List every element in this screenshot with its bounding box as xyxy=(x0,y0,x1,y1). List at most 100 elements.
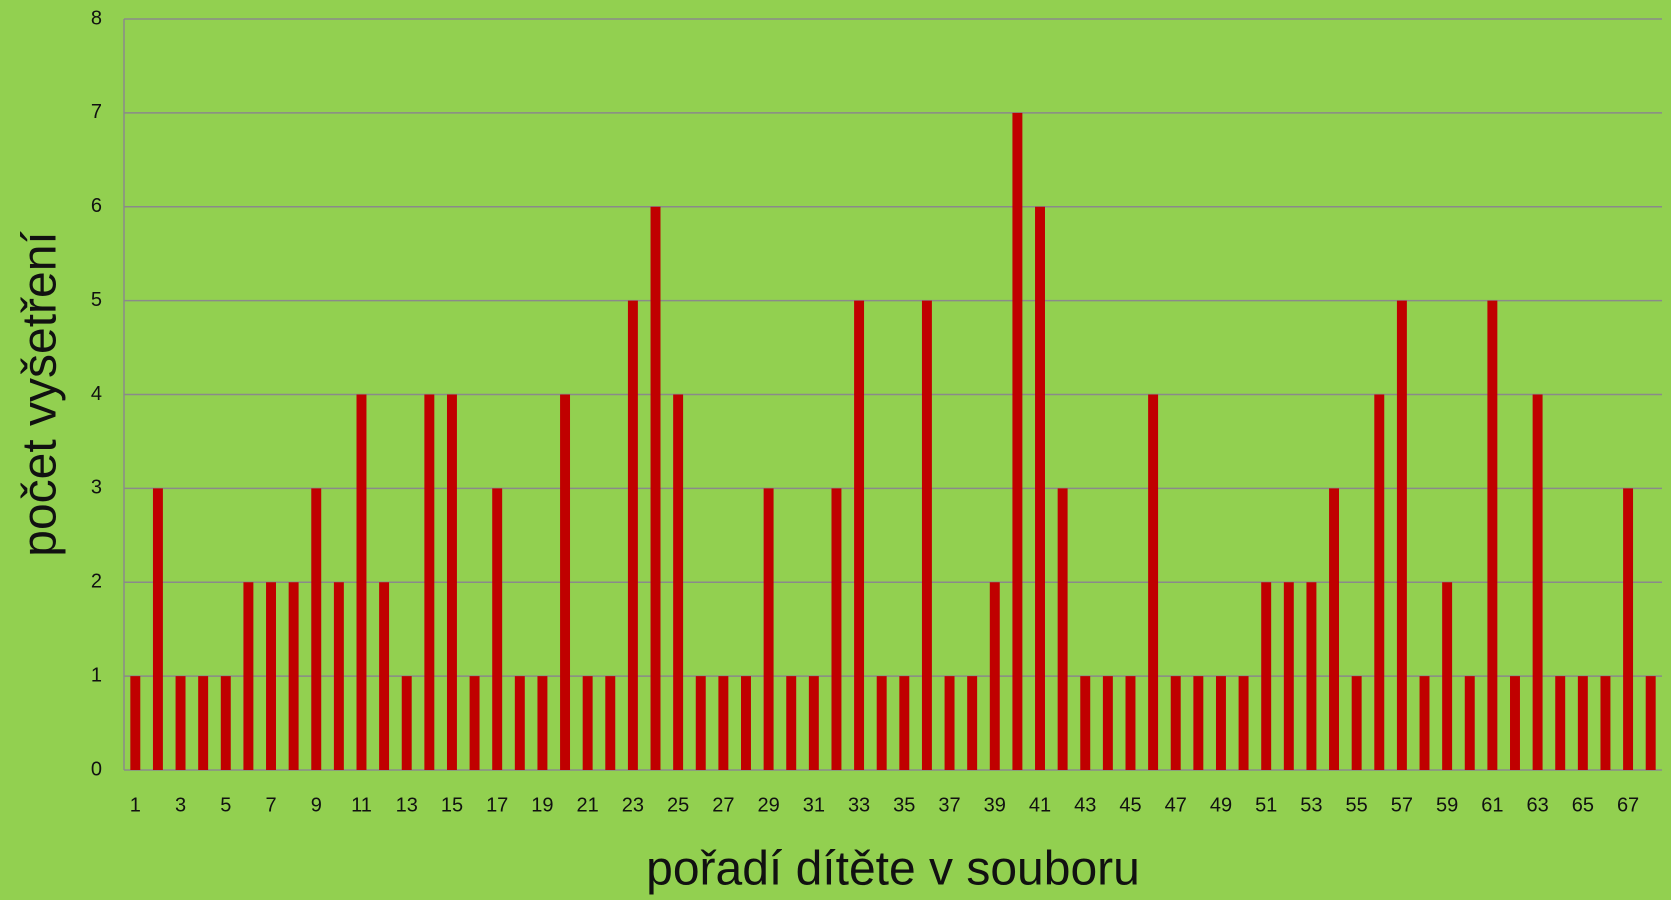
x-tick-label: 17 xyxy=(486,794,508,816)
bar xyxy=(854,300,865,770)
bar xyxy=(808,676,819,770)
bar xyxy=(1012,112,1023,770)
bar xyxy=(831,488,842,770)
x-tick-label: 27 xyxy=(712,794,734,816)
bar xyxy=(1283,582,1294,770)
y-tick-label: 3 xyxy=(91,477,102,499)
bar xyxy=(1238,676,1249,770)
bar xyxy=(514,676,525,770)
bar xyxy=(627,300,638,770)
bar xyxy=(1148,394,1159,770)
bar xyxy=(1623,488,1634,770)
y-tick-label: 8 xyxy=(91,7,102,29)
bar xyxy=(288,582,299,770)
bar xyxy=(1510,676,1520,770)
x-tick-label: 33 xyxy=(848,794,870,816)
x-tick-label: 21 xyxy=(577,794,599,816)
x-tick-label: 41 xyxy=(1029,794,1051,816)
x-tick-label: 25 xyxy=(667,794,689,816)
x-tick-label: 23 xyxy=(622,794,644,816)
bar xyxy=(152,488,163,770)
bar xyxy=(1464,676,1475,770)
bar xyxy=(175,676,186,770)
bar xyxy=(130,676,141,770)
y-tick-label: 4 xyxy=(91,383,102,405)
bar xyxy=(1396,300,1407,770)
x-tick-label: 29 xyxy=(757,794,779,816)
bar xyxy=(1215,676,1226,770)
bar xyxy=(1193,676,1204,770)
x-tick-label: 63 xyxy=(1526,794,1548,816)
x-tick-label: 53 xyxy=(1300,794,1322,816)
bar xyxy=(1329,488,1340,770)
bar xyxy=(673,394,684,770)
bar xyxy=(220,676,231,770)
bar xyxy=(741,676,751,770)
x-tick-label: 55 xyxy=(1346,794,1368,816)
x-tick-label: 61 xyxy=(1481,794,1503,816)
x-tick-label: 3 xyxy=(175,794,186,816)
x-tick-label: 67 xyxy=(1617,794,1639,816)
y-tick-label: 5 xyxy=(91,289,102,311)
y-tick-label: 7 xyxy=(91,101,102,123)
bar xyxy=(560,394,571,770)
bar xyxy=(1080,676,1091,770)
bar xyxy=(944,676,955,770)
bar xyxy=(1419,676,1430,770)
bar xyxy=(1532,394,1543,770)
x-tick-label: 65 xyxy=(1572,794,1594,816)
bar xyxy=(718,676,729,770)
x-tick-label: 13 xyxy=(396,794,418,816)
bar xyxy=(1374,394,1385,770)
x-tick-label: 1 xyxy=(130,794,141,816)
x-tick-label: 5 xyxy=(220,794,231,816)
bar xyxy=(492,488,503,770)
bar xyxy=(989,582,1000,770)
x-tick-label: 45 xyxy=(1119,794,1141,816)
x-tick-label: 47 xyxy=(1165,794,1187,816)
bar xyxy=(1125,676,1136,770)
bar xyxy=(1577,676,1588,770)
bar xyxy=(786,676,797,770)
bar xyxy=(1035,206,1045,770)
bar xyxy=(1170,676,1181,770)
bar xyxy=(876,676,887,770)
y-tick-label: 1 xyxy=(91,664,102,686)
x-axis-title: pořadí dítěte v souboru xyxy=(646,843,1140,896)
x-tick-label: 37 xyxy=(938,794,960,816)
bar xyxy=(198,676,209,770)
x-tick-label: 15 xyxy=(441,794,463,816)
bar xyxy=(650,206,661,770)
bar xyxy=(537,676,548,770)
bar xyxy=(333,582,344,770)
bar xyxy=(356,394,367,770)
bar xyxy=(1645,676,1656,770)
bar xyxy=(605,676,616,770)
y-tick-label: 6 xyxy=(91,195,102,217)
bar xyxy=(243,582,254,770)
bar xyxy=(1057,488,1068,770)
x-tick-label: 19 xyxy=(531,794,553,816)
x-tick-label: 51 xyxy=(1255,794,1277,816)
x-tick-label: 7 xyxy=(265,794,276,816)
bar xyxy=(921,300,932,770)
bar xyxy=(1351,676,1362,770)
bar xyxy=(424,394,435,770)
x-tick-label: 11 xyxy=(351,794,372,816)
bar xyxy=(582,676,593,770)
bar xyxy=(379,582,390,770)
bar xyxy=(1487,300,1498,770)
bar xyxy=(899,676,910,770)
bar xyxy=(763,488,774,770)
bar xyxy=(446,394,457,770)
bar xyxy=(1306,582,1317,770)
x-tick-label: 59 xyxy=(1436,794,1458,816)
bar xyxy=(1102,676,1113,770)
bar xyxy=(1442,582,1453,770)
y-axis-title: počet vyšetření xyxy=(14,231,67,557)
y-tick-label: 0 xyxy=(91,758,102,780)
bar xyxy=(266,582,276,770)
x-tick-label: 57 xyxy=(1391,794,1413,816)
x-tick-label: 35 xyxy=(893,794,915,816)
